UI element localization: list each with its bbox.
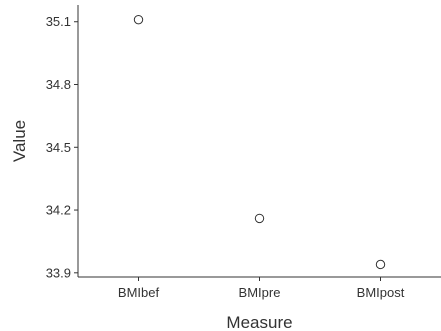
data-points — [133, 14, 386, 270]
x-axis-ticks: BMIbef BMIpre BMIpost — [118, 277, 405, 300]
y-axis-ticks: 33.9 34.2 34.5 34.8 35.1 — [46, 14, 78, 280]
x-axis-title: Measure — [226, 313, 292, 331]
data-point — [375, 259, 386, 270]
x-tick-label: BMIpost — [357, 285, 405, 300]
x-tick-label: BMIbef — [118, 285, 160, 300]
y-tick-label: 35.1 — [46, 14, 71, 29]
y-tick-label: 34.5 — [46, 140, 71, 155]
data-point — [133, 14, 144, 25]
y-axis-title: Value — [10, 120, 29, 162]
y-tick-label: 33.9 — [46, 265, 71, 280]
y-tick-label: 34.8 — [46, 77, 71, 92]
x-tick-label: BMIpre — [239, 285, 281, 300]
data-point — [254, 213, 265, 224]
y-tick-label: 34.2 — [46, 203, 71, 218]
